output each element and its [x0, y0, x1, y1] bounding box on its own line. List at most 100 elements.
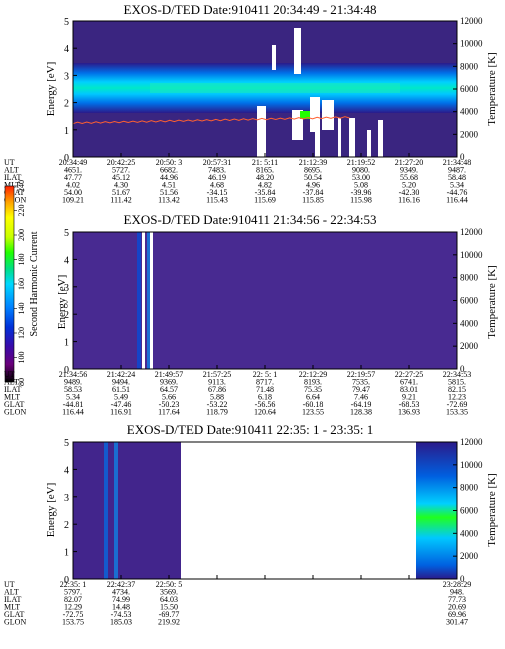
data-gap [315, 125, 320, 157]
data-gap [310, 97, 320, 132]
panel-1-ylabel: Energy [eV] [45, 62, 57, 116]
y-tick-label: 4 [64, 255, 69, 266]
ephemeris-value: -50.23 [159, 400, 180, 409]
ephemeris-value: 5.66 [162, 393, 176, 402]
panel-3-data-right [416, 442, 457, 579]
ephemeris-value: 4.96 [306, 181, 320, 190]
y2-tick-label: 8000 [460, 273, 479, 283]
y-tick-label: 1 [64, 126, 69, 137]
y2-tick-label: 10000 [460, 460, 483, 470]
ephemeris-row-label: ALT [4, 378, 19, 387]
ephemeris-value: -44.76 [447, 188, 468, 197]
ephemeris-value: 20:34:49 [59, 158, 87, 167]
panel-3-title: EXOS-D/TED Date:910411 22:35: 1 - 23:35:… [127, 422, 374, 437]
ephemeris-value: 54.00 [64, 188, 82, 197]
ephemeris-value: 20:42:25 [107, 158, 135, 167]
ephemeris-value: 9349. [400, 166, 418, 175]
ephemeris-value: -42.30 [399, 188, 420, 197]
data-gap [294, 28, 301, 74]
ephemeris-value: 5.20 [402, 181, 416, 190]
ephemeris-value: 51.67 [112, 188, 130, 197]
ephemeris-value: 5.34 [66, 393, 80, 402]
colorbar-tick-label: 220 [17, 205, 26, 217]
ephemeris-value: 83.01 [400, 385, 418, 394]
ephemeris-value: 9487. [448, 166, 466, 175]
y-tick-label: 3 [64, 493, 69, 504]
ephemeris-value: 113.42 [158, 196, 180, 205]
ephemeris-row-label: MLT [4, 603, 20, 612]
ephemeris-value: 185.03 [110, 618, 132, 627]
ephemeris-value: 22:19:57 [347, 370, 375, 379]
panel-2-burst [137, 232, 153, 369]
y-tick-label: 2 [64, 99, 69, 110]
panel-1: EXOS-D/TED Date:910411 20:34:49 - 21:34:… [4, 2, 498, 205]
ephemeris-value: 82.07 [64, 595, 82, 604]
ephemeris-row-label: UT [4, 580, 15, 589]
data-gap [349, 118, 355, 157]
ephemeris-value: 8165. [256, 166, 274, 175]
ephemeris-value: 8695. [304, 166, 322, 175]
ephemeris-value: 115.43 [206, 196, 228, 205]
ephemeris-value: 48.20 [256, 173, 274, 182]
y2-tick-label: 10000 [460, 250, 483, 260]
ephemeris-value: 4.30 [114, 181, 128, 190]
ephemeris-value: 12.29 [64, 603, 82, 612]
ephemeris-value: 153.75 [62, 618, 84, 627]
data-gap [150, 232, 153, 369]
data-gap [322, 100, 334, 130]
ephemeris-value: 22:12:29 [299, 370, 327, 379]
ephemeris-value: 64.03 [160, 595, 178, 604]
y2-tick-label: 4000 [460, 107, 479, 117]
y2-tick-label: 12000 [460, 437, 483, 447]
y2-tick-label: 2000 [460, 129, 479, 139]
colorbar-tick-label: 160 [17, 278, 26, 290]
y-tick-label: 5 [64, 228, 69, 239]
ephemeris-value: 7535. [352, 378, 370, 387]
colorbar-tick-label: 140 [17, 303, 26, 315]
ephemeris-value: 50.54 [304, 173, 322, 182]
ephemeris-value: 4651. [64, 166, 82, 175]
ephemeris-value: 5.08 [354, 181, 368, 190]
y2-tick-label: 8000 [460, 61, 479, 71]
ephemeris-value: 79.47 [352, 385, 370, 394]
y-tick-label: 0 [64, 153, 69, 164]
panel-2: EXOS-D/TED Date:910411 21:34:56 - 22:34:… [4, 212, 498, 417]
ephemeris-value: 47.77 [64, 173, 82, 182]
y-tick-label: 2 [64, 520, 69, 531]
colorbar: Second Harmonic Current 80 100 120 140 160 18… [4, 180, 40, 386]
colorbar-tick-label: 120 [17, 327, 26, 339]
y-tick-label: 0 [64, 575, 69, 586]
y-tick-label: 3 [64, 283, 69, 294]
y-tick-label: 5 [64, 438, 69, 449]
y-tick-label: 5 [64, 17, 69, 28]
ephemeris-value: -68.53 [399, 400, 420, 409]
ephemeris-row-label: GLAT [4, 400, 25, 409]
ephemeris-value: -72.69 [447, 400, 468, 409]
y2-tick-label: 4000 [460, 318, 479, 328]
ephemeris-value: 9369. [160, 378, 178, 387]
ephemeris-value: 7.46 [354, 393, 368, 402]
y-tick-label: 1 [64, 338, 69, 349]
ephemeris-value: 22:27:25 [395, 370, 423, 379]
ephemeris-value: 21:27:20 [395, 158, 423, 167]
ephemeris-value: 44.96 [160, 173, 178, 182]
panel-3-data-left [73, 442, 181, 579]
y2-tick-label: 8000 [460, 483, 479, 493]
y2-tick-label: 12000 [460, 227, 483, 237]
y2-tick-label: 12000 [460, 16, 483, 26]
ephemeris-value: 116.91 [110, 408, 132, 417]
colorbar-tick-label: 200 [17, 229, 26, 241]
panel-3: EXOS-D/TED Date:910411 22:35: 1 - 23:35:… [4, 422, 498, 627]
ephemeris-value: 4.82 [258, 181, 272, 190]
ephemeris-value: 118.79 [206, 408, 228, 417]
ephemeris-value: -35.84 [255, 188, 276, 197]
ephemeris-value: -44.81 [63, 400, 84, 409]
ephemeris-value: 116.16 [398, 196, 420, 205]
panel-2-y2label: Temperature [K] [486, 265, 498, 338]
panel-1-band-core [150, 83, 400, 93]
data-gap [378, 120, 383, 157]
ephemeris-value: 55.68 [400, 173, 418, 182]
ephemeris-value: -47.46 [111, 400, 132, 409]
panel-1-temperature-trace [72, 116, 350, 125]
ephemeris-value: 58.48 [448, 173, 466, 182]
